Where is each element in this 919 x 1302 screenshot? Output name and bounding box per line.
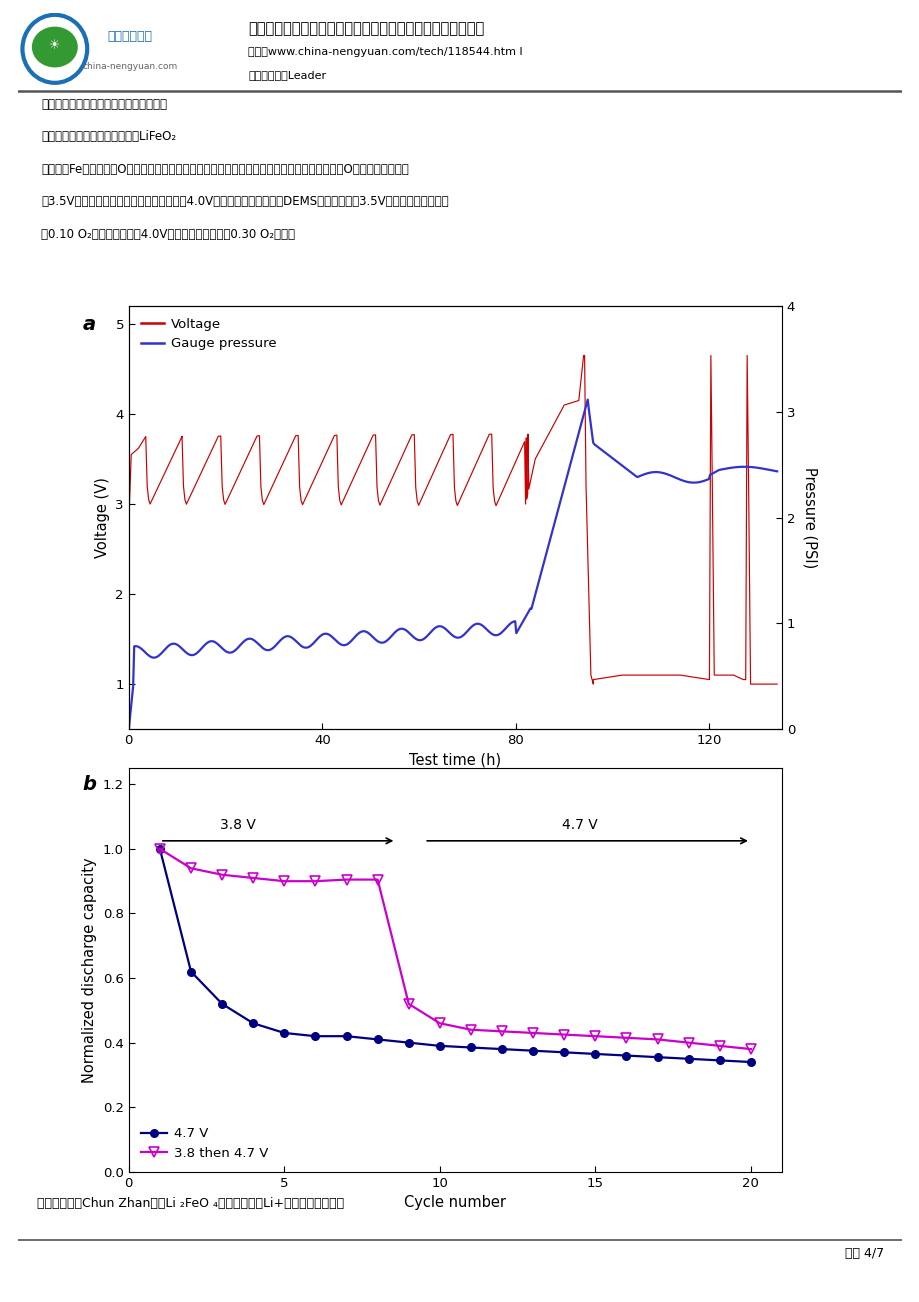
4.7 V: [434, 1038, 445, 1053]
Text: b: b: [83, 775, 96, 794]
Text: 材料除了Fe元素便只有O元素能够被氧化）。对充电过程中产生气体的分析也表明在充电过程中O元素参与了反应，: 材料除了Fe元素便只有O元素能够被氧化）。对充电过程中产生气体的分析也表明在充电…: [41, 163, 408, 176]
3.8 then 4.7 V: [465, 1022, 476, 1038]
X-axis label: Cycle number: Cycle number: [404, 1195, 505, 1211]
3.8 then 4.7 V: [558, 1027, 569, 1043]
4.7 V: [589, 1046, 600, 1061]
Text: 链接：www.china-nengyuan.com/tech/118544.htm l: 链接：www.china-nengyuan.com/tech/118544.ht…: [248, 47, 523, 56]
3.8 then 4.7 V: [310, 874, 321, 889]
4.7 V: [371, 1031, 382, 1047]
3.8 then 4.7 V: [589, 1029, 600, 1044]
Legend: 4.7 V, 3.8 then 4.7 V: 4.7 V, 3.8 then 4.7 V: [135, 1122, 273, 1165]
Y-axis label: Pressure (PSI): Pressure (PSI): [801, 467, 817, 568]
3.8 then 4.7 V: [186, 861, 197, 876]
Text: 3.8 V: 3.8 V: [220, 818, 255, 832]
4.7 V: [620, 1048, 631, 1064]
Text: 超高容量正极材料研究重大突破：阴、阳离子共氧化机理研究: 超高容量正极材料研究重大突破：阴、阳离子共氧化机理研究: [248, 21, 484, 36]
Text: 4.7 V: 4.7 V: [562, 818, 597, 832]
3.8 then 4.7 V: [620, 1030, 631, 1046]
Text: ，反而出现了降低，这同样说明材料中的: ，反而出现了降低，这同样说明材料中的: [41, 98, 167, 111]
3.8 then 4.7 V: [496, 1023, 507, 1039]
3.8 then 4.7 V: [744, 1042, 755, 1057]
4.7 V: [744, 1055, 755, 1070]
4.7 V: [403, 1035, 414, 1051]
3.8 then 4.7 V: [278, 874, 289, 889]
Text: 页面 4/7: 页面 4/7: [844, 1247, 883, 1260]
Y-axis label: Voltage (V): Voltage (V): [95, 477, 109, 559]
Legend: Voltage, Gauge pressure: Voltage, Gauge pressure: [135, 312, 281, 355]
4.7 V: [247, 1016, 258, 1031]
4.7 V: [465, 1040, 476, 1056]
Line: 4.7 V: 4.7 V: [156, 845, 754, 1066]
4.7 V: [186, 963, 197, 979]
3.8 then 4.7 V: [371, 872, 382, 888]
4.7 V: [341, 1029, 352, 1044]
4.7 V: [154, 841, 165, 857]
Text: 经过分析后，Chun Zhan认为Li ₂FeO ₄材料脱出四个Li+的反应如下式所示: 经过分析后，Chun Zhan认为Li ₂FeO ₄材料脱出四个Li+的反应如下…: [37, 1197, 344, 1210]
Text: 致0.10 O₂的释放，但是在4.0V时，每个电子会导致0.30 O₂释放。: 致0.10 O₂的释放，但是在4.0V时，每个电子会导致0.30 O₂释放。: [41, 228, 295, 241]
3.8 then 4.7 V: [713, 1038, 724, 1053]
3.8 then 4.7 V: [154, 841, 165, 857]
4.7 V: [683, 1051, 694, 1066]
Text: 其他元素发生了氧化反应（而在LiFeO₂: 其他元素发生了氧化反应（而在LiFeO₂: [41, 130, 176, 143]
4.7 V: [652, 1049, 663, 1065]
4.7 V: [310, 1029, 321, 1044]
Text: china-nengyuan.com: china-nengyuan.com: [82, 62, 177, 72]
4.7 V: [558, 1044, 569, 1060]
4.7 V: [713, 1052, 724, 1068]
4.7 V: [528, 1043, 539, 1059]
3.8 then 4.7 V: [683, 1035, 694, 1051]
3.8 then 4.7 V: [341, 872, 352, 888]
Text: a: a: [83, 315, 96, 335]
Y-axis label: Normalized discharge capacity: Normalized discharge capacity: [82, 857, 97, 1083]
Text: 中国新能源网: 中国新能源网: [108, 30, 152, 43]
X-axis label: Test time (h): Test time (h): [409, 753, 501, 768]
3.8 then 4.7 V: [528, 1025, 539, 1040]
3.8 then 4.7 V: [434, 1016, 445, 1031]
Text: 来源：新能源Leader: 来源：新能源Leader: [248, 70, 326, 79]
Text: ☀: ☀: [49, 39, 61, 52]
3.8 then 4.7 V: [403, 996, 414, 1012]
Text: 在3.5V左右时，气压有少量的升高，充电到4.0V时，气压会快速升高。DEMS数据显示，在3.5V平台时每个电子会导: 在3.5V左右时，气压有少量的升高，充电到4.0V时，气压会快速升高。DEMS数…: [41, 195, 448, 208]
3.8 then 4.7 V: [247, 870, 258, 885]
4.7 V: [496, 1042, 507, 1057]
3.8 then 4.7 V: [216, 867, 227, 883]
4.7 V: [216, 996, 227, 1012]
3.8 then 4.7 V: [652, 1031, 663, 1047]
Line: 3.8 then 4.7 V: 3.8 then 4.7 V: [155, 845, 754, 1053]
4.7 V: [278, 1025, 289, 1040]
Circle shape: [32, 27, 77, 66]
